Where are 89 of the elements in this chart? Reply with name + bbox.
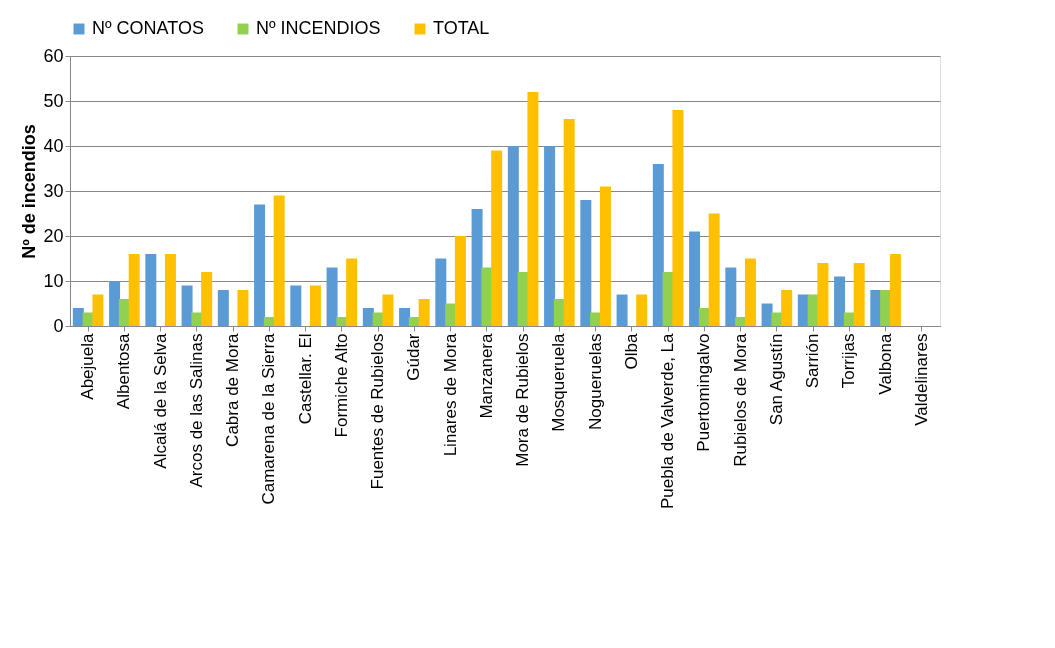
bar <box>237 290 249 326</box>
bar <box>408 317 420 326</box>
bar <box>553 299 565 326</box>
bar <box>454 236 466 326</box>
bar <box>563 119 575 326</box>
bar <box>336 317 348 326</box>
bar <box>870 290 882 326</box>
y-tick-label: 20 <box>43 225 64 246</box>
bar <box>309 285 321 326</box>
bar <box>217 290 229 326</box>
bar <box>145 254 157 326</box>
x-tick-label: Arcos de las Salinas <box>186 333 206 488</box>
x-tick-label: Torrijas <box>839 333 859 389</box>
y-axis-title: Nº de incendios <box>19 124 40 259</box>
bar <box>735 317 747 326</box>
x-tick-label: Fuentes de Rubielos <box>368 333 388 490</box>
bar <box>507 146 519 326</box>
bar <box>652 164 664 326</box>
bar <box>853 263 865 326</box>
x-tick-label: Manzanera <box>476 332 496 419</box>
bar <box>435 258 447 326</box>
bar <box>273 195 285 326</box>
bar <box>382 294 394 326</box>
bar <box>817 263 829 326</box>
bar <box>672 110 684 326</box>
x-tick-label: Olba <box>621 332 641 370</box>
y-tick-label: 10 <box>43 270 64 291</box>
x-tick-label: Puebla de Valverde, La <box>658 332 678 509</box>
bar <box>164 254 176 326</box>
bar <box>725 267 737 326</box>
bar <box>797 294 809 326</box>
x-tick-label: Abejuela <box>78 332 98 400</box>
bar <box>689 231 701 326</box>
x-tick-label: Mosqueruela <box>549 332 569 432</box>
bar <box>580 200 592 326</box>
x-tick-label: Valdelinares <box>911 333 931 426</box>
x-tick-label: Alcalá de la Selva <box>150 332 170 469</box>
x-tick-label: Cabra de Mora <box>223 332 243 447</box>
bar <box>744 258 756 326</box>
y-tick-label: 40 <box>43 135 64 156</box>
bar <box>471 209 483 326</box>
bar <box>72 308 84 326</box>
bar <box>263 317 275 326</box>
x-tick-label: San Agustín <box>766 333 786 426</box>
y-tick-label: 50 <box>43 90 64 111</box>
x-tick-label: Albentosa <box>114 332 134 410</box>
bar <box>362 308 374 326</box>
bar <box>880 290 892 326</box>
bar <box>491 150 503 326</box>
bar <box>889 254 901 326</box>
bar <box>181 285 193 326</box>
x-tick-label: Rubielos de Mora <box>730 332 750 467</box>
x-tick-label: Gúdar <box>404 333 424 381</box>
x-tick-label: Camarena de la Sierra <box>259 332 279 505</box>
y-tick-label: 0 <box>53 315 64 336</box>
x-tick-label: Castellar. El <box>295 333 315 425</box>
bar <box>326 267 338 326</box>
x-tick-label: Puertomingalvo <box>694 333 714 452</box>
x-tick-label: Linares de Mora <box>440 332 460 457</box>
bar <box>346 258 358 326</box>
bar <box>118 299 130 326</box>
bar <box>418 299 430 326</box>
bar <box>481 267 493 326</box>
bar <box>544 146 556 326</box>
bar <box>698 308 710 326</box>
bar <box>636 294 648 326</box>
bar <box>599 186 611 326</box>
bar <box>201 272 213 326</box>
bar <box>254 204 266 326</box>
bar <box>781 290 793 326</box>
bar <box>92 294 104 326</box>
y-tick-label: 60 <box>43 45 64 66</box>
x-tick-label: Sarrión <box>803 333 823 389</box>
bar <box>527 92 539 326</box>
legend-label: Nº CONATOS <box>92 18 204 38</box>
x-tick-label: Nogueruelas <box>585 333 605 430</box>
x-tick-label: Valbona <box>875 332 895 395</box>
legend-label: Nº INCENDIOS <box>256 18 381 38</box>
bar <box>708 213 720 326</box>
y-tick-label: 30 <box>43 180 64 201</box>
bar <box>834 276 846 326</box>
bar <box>616 294 628 326</box>
x-tick-label: Mora de Rubielos <box>513 333 533 467</box>
x-tick-label: Formiche Alto <box>331 333 351 438</box>
bar <box>128 254 140 326</box>
bar <box>399 308 411 326</box>
bar <box>290 285 302 326</box>
legend-label: TOTAL <box>433 18 490 38</box>
bar <box>109 281 121 326</box>
